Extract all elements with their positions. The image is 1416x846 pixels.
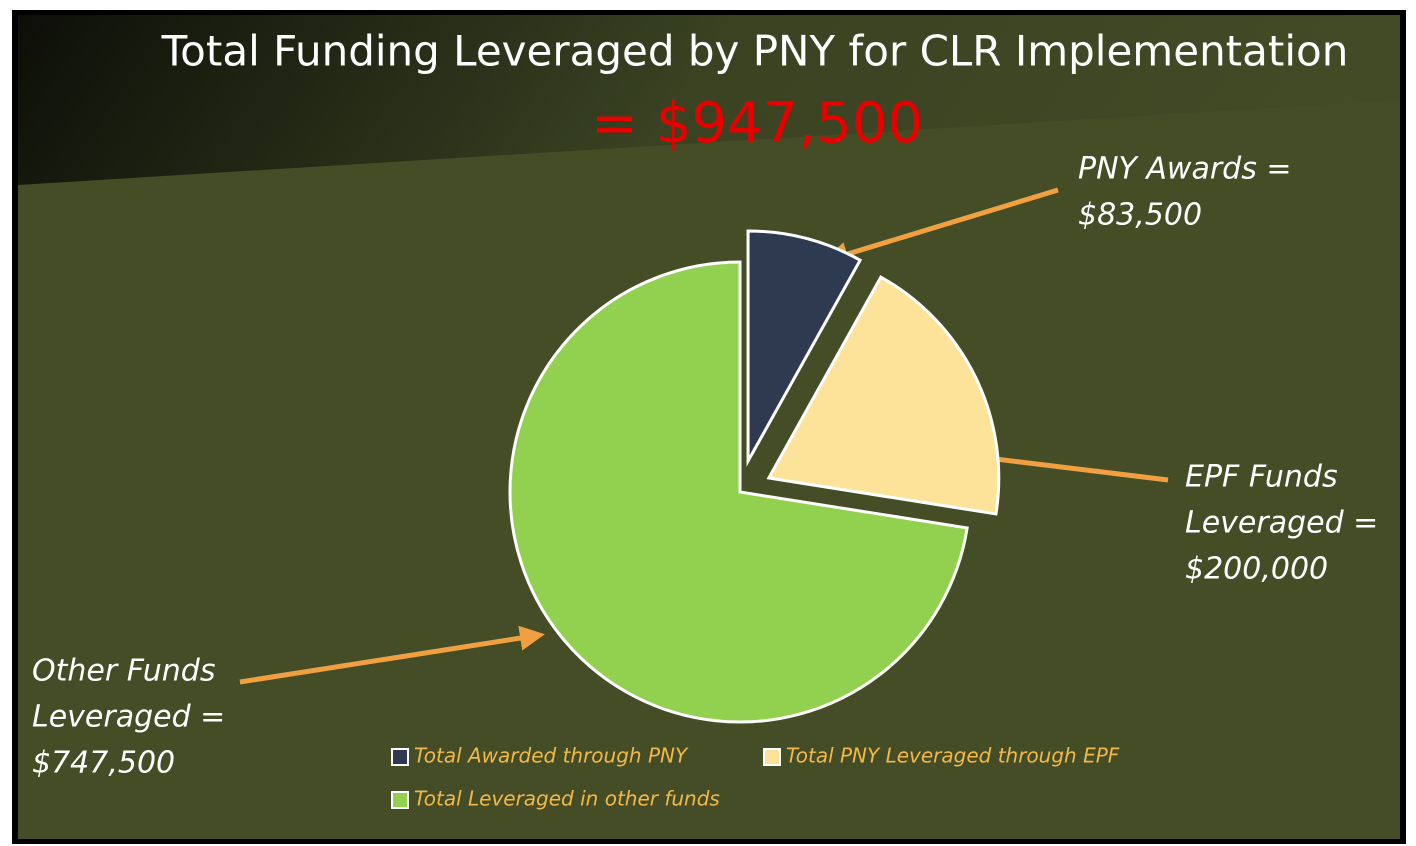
chart-title: Total Funding Leveraged by PNY for CLR I… [161,27,1349,76]
legend-label: Total Leveraged in other funds [414,787,720,811]
annotation: Leveraged = [1185,506,1378,541]
pie-slice [746,229,863,467]
annotation: $747,500 [32,746,175,781]
legend-swatch [763,748,781,766]
annotation: Other Funds [32,654,215,689]
arrow [823,187,1059,267]
annotation: $200,000 [1185,552,1328,587]
chart-subtitle: = $947,500 [591,91,923,156]
arrow [239,625,545,685]
pie-slice [508,260,969,724]
annotation: Leveraged = [32,700,225,735]
pie-slice [766,275,1001,516]
annotation: EPF Funds [1185,460,1338,495]
legend-label: Total Awarded through PNY [414,744,689,768]
annotation: $83,500 [1078,198,1202,233]
legend-swatch [391,748,409,766]
legend-label: Total PNY Leveraged through EPF [786,744,1120,768]
legend-swatch [391,791,409,809]
annotation: PNY Awards = [1078,152,1292,187]
